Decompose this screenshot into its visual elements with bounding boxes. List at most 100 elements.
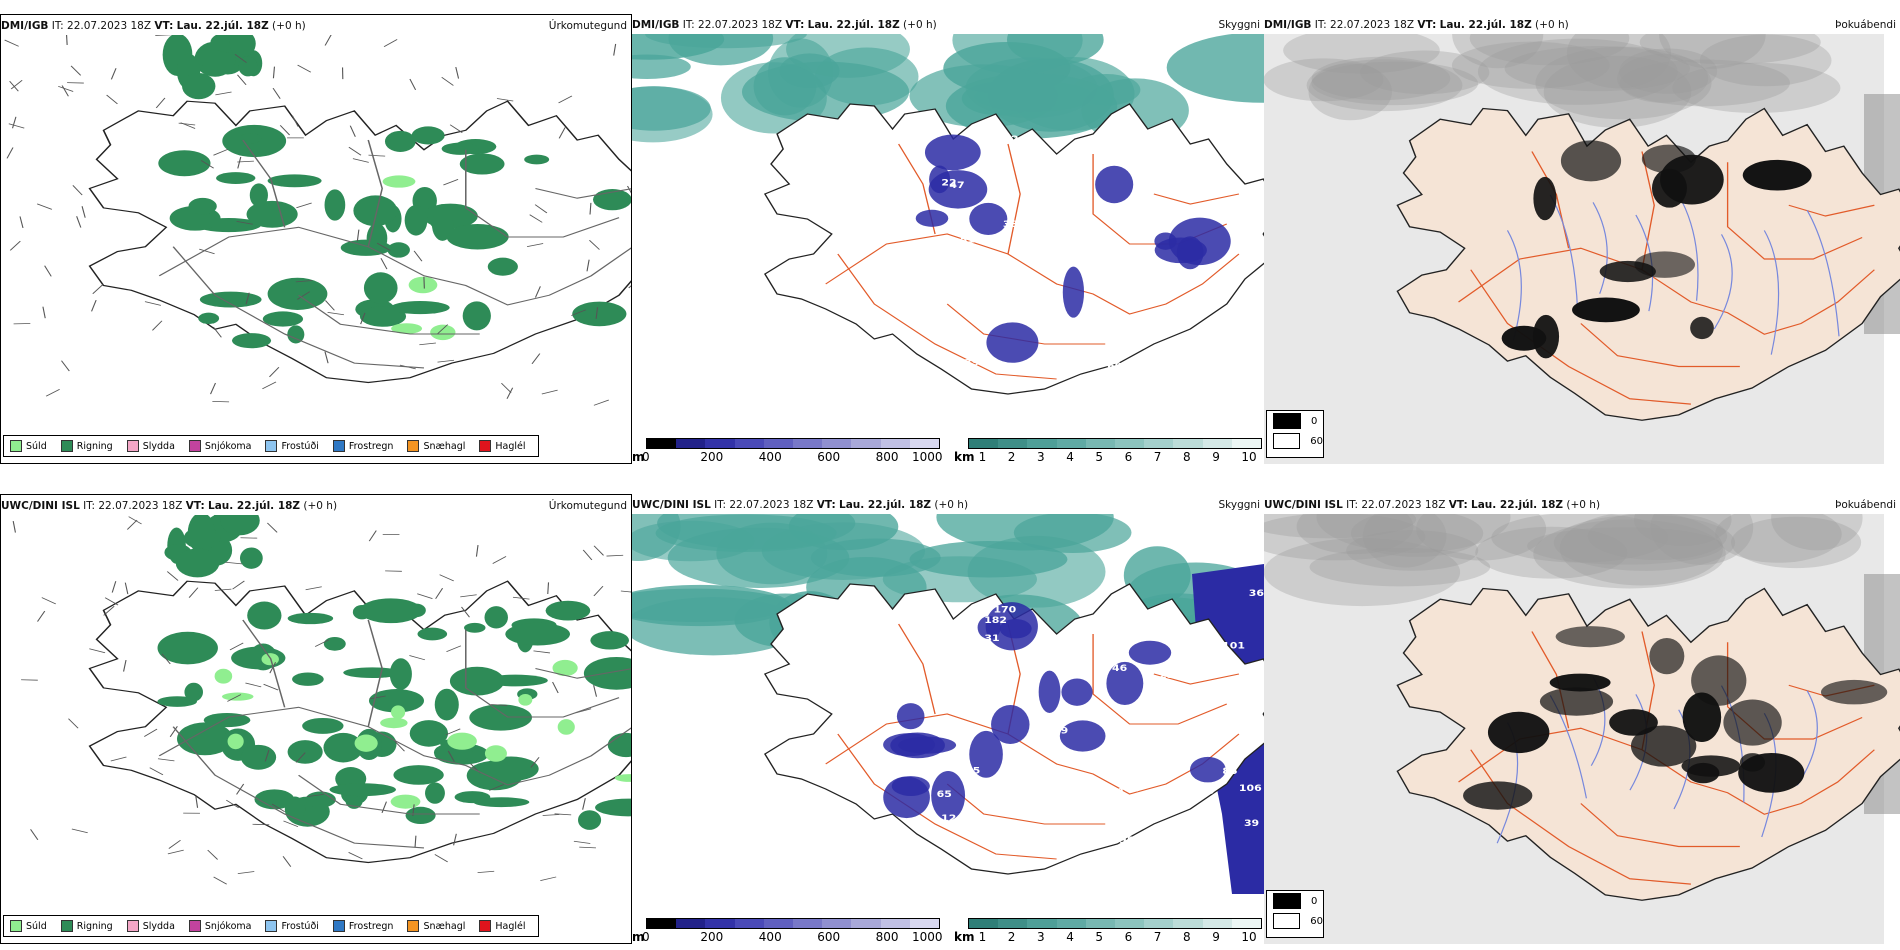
- wind-barb: [9, 81, 19, 92]
- fog-cloud: [1559, 514, 1724, 586]
- visibility-panel-bottom: UWC/DINI ISL IT: 22.07.2023 18Z VT: Lau.…: [632, 494, 1264, 944]
- wind-barb: [542, 814, 560, 816]
- wind-barb: [237, 871, 255, 874]
- wind-barb: [383, 39, 398, 48]
- map-group: [12, 515, 631, 885]
- wind-barb: [297, 64, 312, 73]
- drizzle-area: [391, 323, 423, 334]
- wind-barb: [45, 389, 60, 397]
- drizzle-area: [390, 705, 406, 720]
- wind-barb: [195, 796, 199, 808]
- fog-panel-top: DMI/IGB IT: 22.07.2023 18Z VT: Lau. 22.j…: [1264, 14, 1900, 464]
- wind-barb: [266, 522, 278, 533]
- visibility-value: 941: [1161, 684, 1184, 694]
- wind-barb: [123, 660, 127, 672]
- low-visibility-area: [931, 771, 966, 821]
- wind-barb: [324, 35, 332, 46]
- fog-area: [753, 57, 817, 116]
- rain-area: [590, 631, 630, 650]
- visibility-value: 58: [1100, 751, 1115, 761]
- colorbar-tick: 9: [1212, 930, 1220, 944]
- rain-area: [368, 689, 425, 713]
- wind-barb: [76, 216, 82, 228]
- fog-cloud: [1543, 55, 1692, 128]
- legend-item: Haglél: [479, 440, 526, 452]
- panel-title: Skyggni: [1218, 19, 1261, 31]
- rain-area: [238, 56, 258, 77]
- fog-cloud: [1264, 538, 1461, 607]
- fog-cloud: [1416, 514, 1547, 561]
- wind-barb: [70, 65, 82, 76]
- rain-area: [329, 783, 396, 797]
- wind-barb: [282, 856, 292, 867]
- wind-barb: [606, 554, 624, 557]
- road-line: [535, 187, 631, 199]
- wind-barb: [534, 204, 548, 214]
- fog-area: [632, 34, 725, 60]
- rain-area: [524, 154, 550, 165]
- legend-swatch: [265, 440, 278, 452]
- visibility-value: 101: [1222, 641, 1245, 651]
- fog-high-area: [1463, 781, 1533, 810]
- wind-barb: [6, 147, 14, 159]
- drizzle-area: [557, 719, 575, 735]
- legend-label: Súld: [26, 440, 47, 452]
- wind-barb: [215, 91, 232, 96]
- wind-barb: [103, 606, 115, 616]
- legend-label: Frostúði: [281, 920, 319, 932]
- colorbar-tick: 3: [1037, 930, 1045, 944]
- wind-barb: [30, 829, 39, 840]
- rain-area: [393, 765, 444, 785]
- wind-barb: [506, 387, 514, 399]
- rain-area: [446, 224, 509, 250]
- wind-barb: [434, 854, 449, 863]
- legend-item: Frostúði: [265, 440, 319, 452]
- wind-barb: [262, 381, 277, 390]
- road-line: [1458, 727, 1875, 815]
- fog-high-area: [1660, 154, 1724, 205]
- fog-cloud: [1316, 514, 1511, 553]
- wind-barb: [263, 683, 279, 691]
- wind-barb: [445, 728, 461, 736]
- fog-cloud: [1527, 527, 1723, 565]
- wind-barb: [264, 750, 270, 762]
- wind-barb: [60, 360, 70, 372]
- colorbar-bar: [968, 438, 1262, 449]
- wind-barb: [155, 97, 166, 109]
- legend-item: Súld: [10, 920, 47, 932]
- wind-barb: [368, 154, 386, 157]
- fog-area: [1013, 514, 1132, 553]
- rain-area: [404, 204, 428, 236]
- visibility-map: 54694570756751483938477251812207: [632, 34, 1264, 395]
- legend-item: Frostregn: [332, 920, 393, 932]
- rain-area: [505, 622, 570, 646]
- rain-area: [267, 277, 328, 311]
- wind-barb: [212, 326, 222, 338]
- wind-barb: [234, 53, 247, 63]
- rain-area: [220, 515, 260, 536]
- drizzle-area: [390, 794, 421, 809]
- colorbar-tick: 3: [1037, 450, 1045, 464]
- fog-area: [1006, 34, 1104, 66]
- fog-high-area: [1539, 687, 1614, 716]
- wind-barb: [214, 588, 232, 591]
- wind-barb: [225, 799, 240, 809]
- legend-swatch: [332, 920, 345, 932]
- wind-barb: [455, 66, 460, 79]
- visibility-value: 48: [1200, 124, 1215, 134]
- legend-label: Snæhagl: [423, 440, 466, 452]
- wind-barb: [439, 574, 455, 582]
- rain-area: [469, 704, 532, 731]
- wind-barb: [295, 752, 306, 763]
- road-line: [298, 294, 480, 335]
- wind-barb: [417, 593, 433, 599]
- wind-barb: [10, 79, 23, 90]
- rain-area: [157, 696, 198, 707]
- wind-barb: [229, 642, 244, 651]
- map-group: [1396, 587, 1900, 901]
- wind-barb: [356, 229, 360, 242]
- road-line: [465, 149, 620, 238]
- low-visibility-area: [991, 705, 1030, 745]
- fog-cloud: [1360, 50, 1490, 95]
- wind-barb: [414, 835, 417, 848]
